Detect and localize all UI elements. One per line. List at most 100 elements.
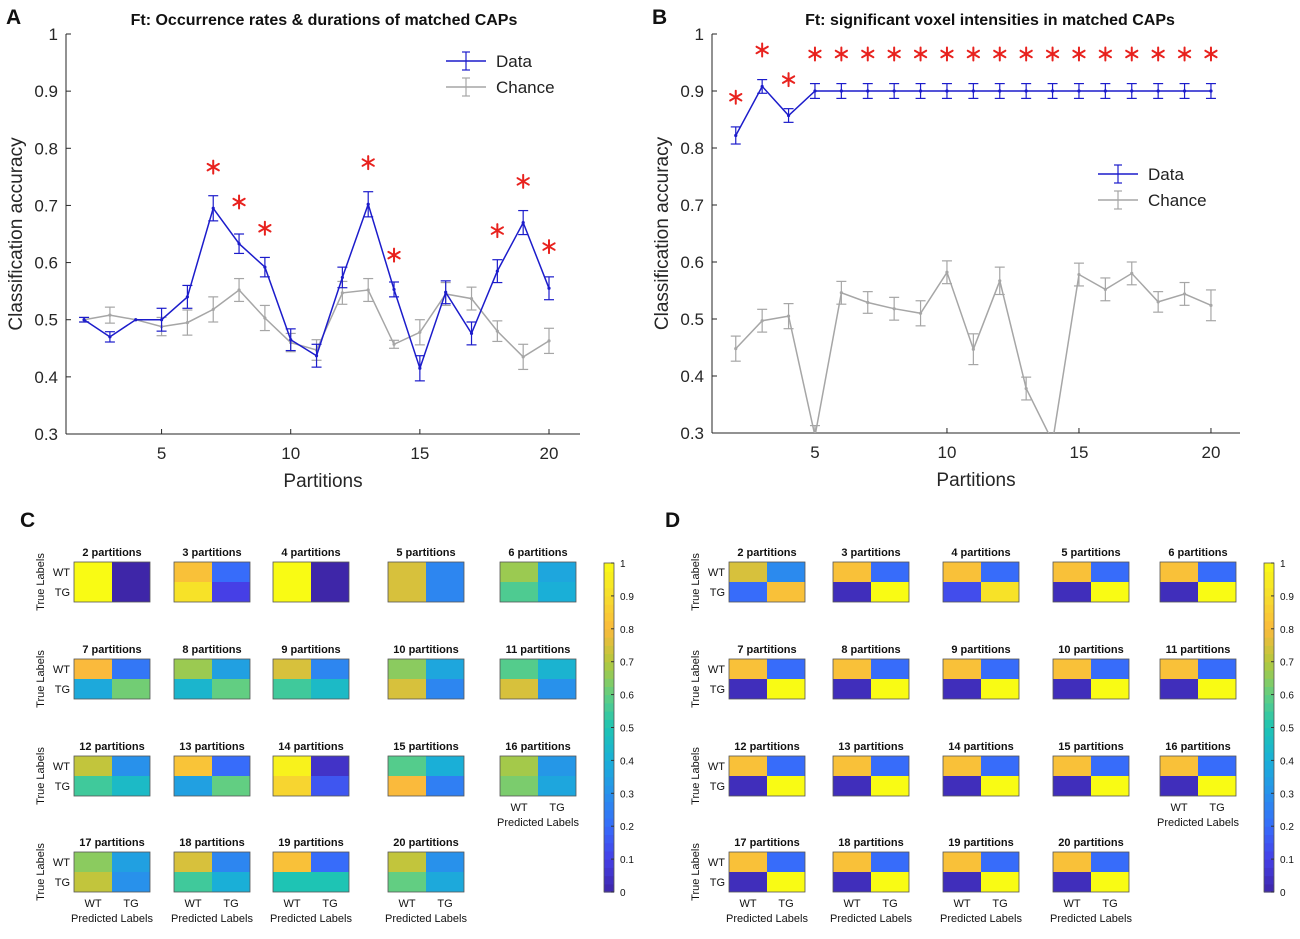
- x-tick-label: 10: [281, 444, 300, 463]
- data-point: [263, 265, 267, 269]
- chance-point: [760, 319, 764, 323]
- heatmap-cell: [311, 756, 349, 776]
- colorbar-tick-label: 0.2: [620, 822, 634, 833]
- heatmap-cell: [1160, 582, 1198, 602]
- row-label: TG: [55, 684, 70, 696]
- colorbar-tick-label: 0.1: [620, 855, 634, 866]
- col-label: TG: [123, 898, 138, 910]
- col-label: WT: [1170, 802, 1187, 814]
- heatmap-cell: [212, 679, 250, 699]
- plot-area: [79, 191, 555, 382]
- heatmap-cell: [212, 756, 250, 776]
- predicted-labels-label: Predicted Labels: [270, 913, 352, 925]
- significance-star: [387, 247, 401, 263]
- matrix-border: [173, 561, 251, 603]
- matrix-title: 5 partitions: [1061, 547, 1120, 559]
- heatmap-cell: [388, 562, 426, 582]
- confusion-matrix: 6 partitions: [1159, 547, 1237, 603]
- legend-label: Chance: [496, 78, 555, 97]
- matrix-title: 11 partitions: [1166, 644, 1231, 656]
- heatmap-cell: [729, 679, 767, 699]
- heatmap-cell: [500, 582, 538, 602]
- chance-point: [1209, 303, 1213, 307]
- heatmap-cell: [212, 562, 250, 582]
- y-tick-label: 0.3: [34, 425, 58, 444]
- colorbar-tick-label: 0.6: [1280, 691, 1294, 702]
- heatmap-cell: [943, 659, 981, 679]
- chance-point: [1051, 440, 1054, 443]
- heatmap-cell: [1053, 872, 1091, 892]
- heatmap-cell: [74, 852, 112, 872]
- matrix-border: [272, 755, 350, 797]
- heatmap-cell: [212, 582, 250, 602]
- matrix-border: [173, 851, 251, 893]
- significance-star: [1204, 46, 1218, 62]
- x-axis-label: Partitions: [936, 470, 1015, 491]
- heatmap-cell: [1198, 562, 1236, 582]
- confusion-matrix: 7 partitions WT TG True Labels: [35, 644, 151, 708]
- heatmap-cell: [981, 756, 1019, 776]
- heatmap-cell: [981, 582, 1019, 602]
- x-tick-label: 5: [157, 444, 166, 463]
- heatmap-cell: [729, 582, 767, 602]
- col-label: WT: [843, 898, 860, 910]
- data-point: [418, 366, 422, 370]
- heatmap-cell: [500, 659, 538, 679]
- matrix-border: [1052, 755, 1130, 797]
- data-point: [547, 286, 551, 290]
- y-tick-label: 1: [695, 25, 704, 44]
- matrix-border: [73, 755, 151, 797]
- matrix-title: 15 partitions: [393, 741, 458, 753]
- matrix-title: 3 partitions: [182, 547, 241, 559]
- heatmap-cell: [273, 562, 311, 582]
- true-labels-label: True Labels: [690, 843, 702, 901]
- colorbar-tick-label: 0.3: [620, 789, 634, 800]
- heatmap-cell: [729, 562, 767, 582]
- colorbar-tick-label: 0.9: [620, 592, 634, 603]
- matrix-title: 2 partitions: [737, 547, 796, 559]
- heatmap-cell: [538, 776, 576, 796]
- col-label: TG: [223, 898, 238, 910]
- confusion-matrix: 17 partitions WT TG True Labels WT TG Predicte…: [35, 837, 153, 925]
- heatmap-grid-d: 2 partitions WT TG True Labels 3 partitions 4…: [690, 547, 1294, 925]
- row-label: WT: [708, 567, 725, 579]
- predicted-labels-label: Predicted Labels: [385, 913, 467, 925]
- matrix-border: [499, 755, 577, 797]
- col-label: WT: [283, 898, 300, 910]
- heatmap-cell: [833, 562, 871, 582]
- matrix-title: 7 partitions: [82, 644, 141, 656]
- data-point: [289, 338, 293, 342]
- colorbar-tick-label: 0.9: [1280, 592, 1294, 603]
- heatmap-cell: [1053, 679, 1091, 699]
- matrix-title: 16 partitions: [1165, 741, 1230, 753]
- heatmap-cell: [74, 659, 112, 679]
- chance-point: [1077, 272, 1081, 277]
- predicted-labels-label: Predicted Labels: [726, 913, 808, 925]
- heatmap-cell: [273, 756, 311, 776]
- true-labels-label: True Labels: [35, 650, 47, 708]
- row-label: WT: [53, 857, 70, 869]
- confusion-matrix: 18 partitions WT TG Predicted Labels: [171, 837, 253, 925]
- col-label: TG: [322, 898, 337, 910]
- heatmap-cell: [388, 582, 426, 602]
- significance-star: [516, 173, 530, 189]
- predicted-labels-label: Predicted Labels: [497, 817, 579, 829]
- matrix-border: [832, 658, 910, 700]
- matrix-border: [73, 658, 151, 700]
- matrix-border: [728, 851, 806, 893]
- chance-point: [340, 291, 344, 295]
- heatmap-cell: [1091, 582, 1129, 602]
- colorbar-tick-label: 0.8: [620, 625, 634, 636]
- colorbar-tick-label: 0.3: [1280, 789, 1294, 800]
- row-label: WT: [53, 567, 70, 579]
- heatmap-cell: [273, 852, 311, 872]
- data-point: [760, 84, 764, 89]
- data-point: [813, 89, 817, 93]
- legend: Data Chance: [1098, 164, 1207, 210]
- chance-point: [495, 329, 499, 333]
- heatmap-cell: [943, 756, 981, 776]
- col-label: WT: [953, 898, 970, 910]
- matrix-border: [387, 561, 465, 603]
- heatmap-cell: [311, 852, 349, 872]
- matrix-title: 15 partitions: [1058, 741, 1123, 753]
